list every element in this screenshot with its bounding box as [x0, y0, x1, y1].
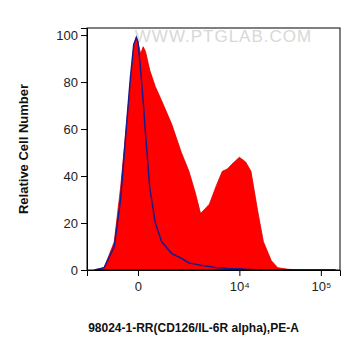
- x-tick-mark: [138, 270, 139, 276]
- chart: WWW.PTGLAB.COM 0 10⁴ 10⁵ 0 20 40 60 80 100 98024-1…: [0, 0, 361, 356]
- x-axis: 0 10⁴ 10⁵: [88, 270, 341, 294]
- y-tick-label: 100: [56, 28, 78, 43]
- y-tick: 0: [71, 263, 87, 278]
- y-axis-line: [81, 29, 88, 271]
- y-tick-label: 80: [64, 75, 78, 90]
- x-tick: 0: [135, 270, 142, 294]
- x-tick-label: 0: [135, 279, 142, 294]
- y-tick-label: 20: [64, 216, 78, 231]
- y-tick: 100: [56, 28, 87, 43]
- watermark: WWW.PTGLAB.COM: [135, 27, 312, 46]
- x-tick-mark: [239, 270, 240, 276]
- y-tick-label: 40: [64, 169, 78, 184]
- y-tick-mark: [81, 35, 87, 36]
- y-tick-mark: [81, 129, 87, 130]
- y-axis-title: Relative Cell Number: [16, 84, 31, 214]
- y-tick-mark: [81, 176, 87, 177]
- y-tick-label: 60: [64, 122, 78, 137]
- y-tick: 80: [64, 75, 87, 90]
- y-tick-mark: [81, 270, 87, 271]
- x-tick-label: 10⁵: [311, 279, 331, 294]
- x-tick-mark: [321, 270, 322, 276]
- y-tick-mark: [81, 82, 87, 83]
- x-tick: 10⁴: [230, 270, 250, 294]
- x-axis-title: 98024-1-RR(CD126/IL-6R alpha),PE-A: [88, 321, 299, 335]
- histogram-line: [95, 37, 336, 270]
- x-tick: 10⁵: [311, 270, 331, 294]
- histogram-area: [95, 37, 336, 270]
- x-tick-label: 10⁴: [230, 279, 250, 294]
- plot-frame: [87, 28, 340, 270]
- y-tick: 20: [64, 216, 87, 231]
- y-tick: 40: [64, 169, 87, 184]
- y-tick-label: 0: [71, 263, 78, 278]
- y-axis: 0 20 40 60 80 100: [56, 28, 87, 278]
- y-tick: 60: [64, 122, 87, 137]
- plot-area: [95, 37, 336, 270]
- y-tick-mark: [81, 223, 87, 224]
- x-axis-line: [88, 271, 341, 277]
